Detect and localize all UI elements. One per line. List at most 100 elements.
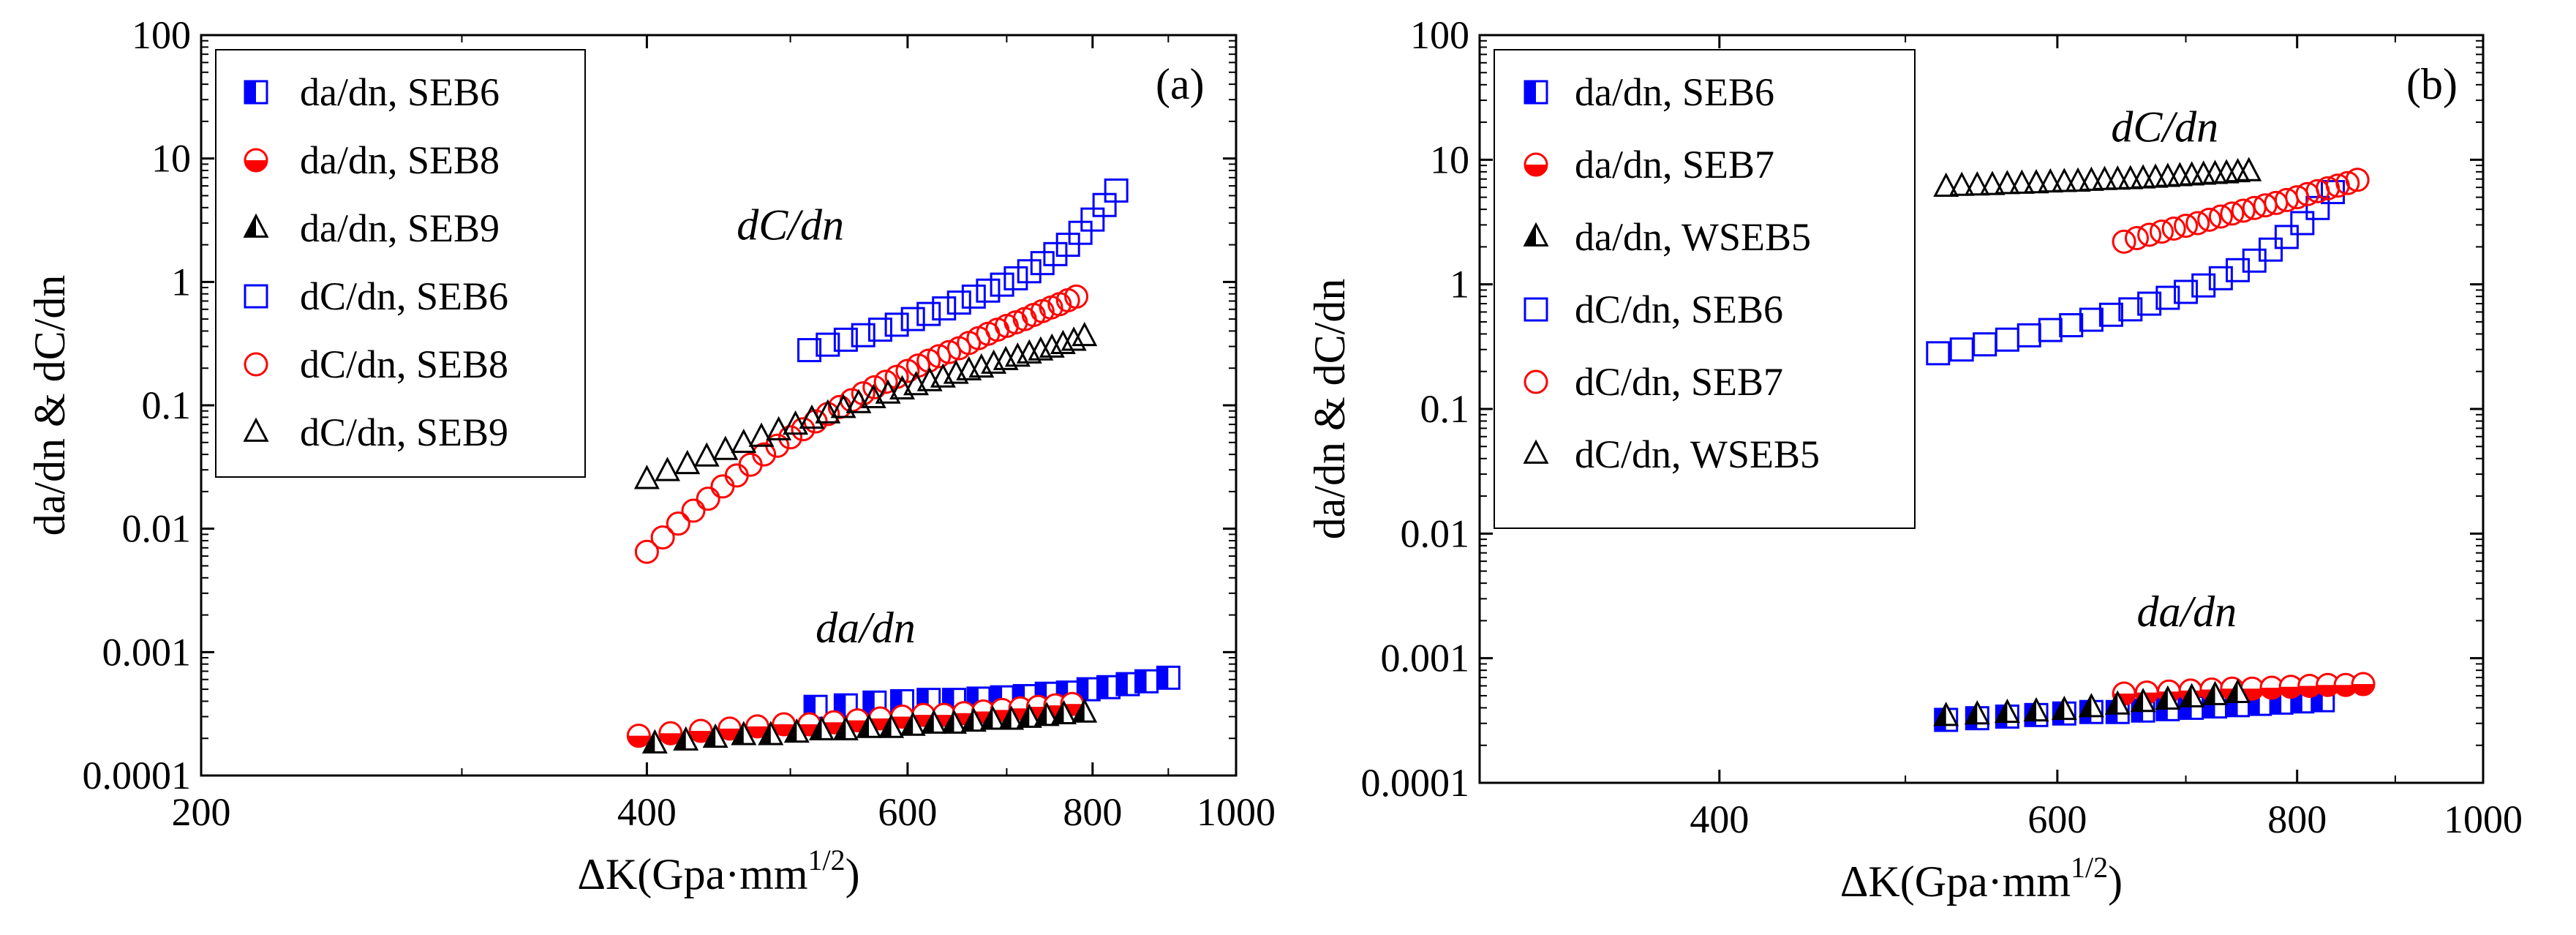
y-tick-label: 100 [1410, 13, 1469, 57]
x-axis-title: ΔK(Gpa·mm1/2) [577, 844, 859, 898]
marker-fill [1116, 673, 1128, 696]
data-point [1017, 259, 1042, 284]
data-point [990, 272, 1014, 297]
marker-fill [674, 728, 686, 750]
marker-fill [982, 707, 993, 729]
data-point [2155, 685, 2181, 710]
legend-label: da/dn, SEB6 [300, 70, 500, 114]
data-point [916, 301, 941, 326]
data-point [884, 312, 909, 337]
marker-fill [1077, 678, 1089, 701]
annotation-dc-dn: dC/dn [2111, 102, 2218, 151]
data-point [2104, 690, 2131, 715]
marker-fill [2080, 695, 2092, 716]
data-point [1994, 170, 2020, 195]
y-tick-label: 0.001 [1381, 637, 1470, 680]
data-point [2008, 169, 2035, 194]
data-point [2297, 673, 2322, 698]
y-tick-label: 0.01 [1401, 511, 1470, 555]
data-point [2161, 217, 2186, 241]
data-point [867, 318, 892, 342]
legend-label: dC/dn, SEB9 [300, 410, 508, 454]
x-axis: 400 600 800 1000 [1690, 35, 2523, 841]
data-point [2259, 237, 2283, 262]
data-point [1028, 336, 1054, 361]
data-point [846, 388, 872, 413]
data-point [1994, 698, 2020, 724]
series-dc-dn-wseb5 [1933, 157, 2262, 198]
marker-fill [880, 716, 892, 737]
marker-fill [943, 711, 954, 733]
data-point [745, 714, 769, 739]
legend-marker [1524, 152, 1548, 177]
y-tick-label: 100 [132, 13, 191, 57]
marker-fill [1097, 676, 1109, 699]
marker-fill [1525, 81, 1536, 103]
marker-fill [245, 215, 256, 237]
data-point [1964, 170, 1990, 196]
marker-fill [1052, 702, 1064, 724]
x-axis-title-close: ) [846, 850, 860, 898]
marker-fill [628, 735, 650, 747]
data-point [772, 712, 796, 737]
data-point [1061, 326, 1087, 351]
x-axis-title-close: ) [2108, 857, 2123, 906]
data-point [655, 457, 681, 481]
legend: da/dn, SEB6 da/dn, SEB8 da/dn, SEB9 dC/dn, … [215, 49, 586, 478]
x-tick-label: 400 [1690, 797, 1749, 841]
legend-label: dC/dn, WSEB5 [1575, 432, 1820, 476]
marker-fill [704, 726, 716, 747]
data-point [2038, 318, 2063, 342]
marker-fill [659, 733, 682, 745]
data-point [2051, 168, 2077, 192]
data-point [2208, 266, 2233, 290]
marker-fill [1966, 702, 1978, 724]
series-dc-dn-seb9 [633, 321, 1098, 489]
y-tick-label: 10 [151, 137, 191, 181]
legend-marker [244, 284, 268, 309]
legend-item: dC/dn, SEB6 [1524, 288, 1783, 331]
data-point [1104, 178, 1129, 203]
y-axis: 0.0001 0.001 0.01 0.1 1 10 100 [83, 13, 1236, 797]
data-point [2197, 207, 2222, 232]
data-point [946, 290, 971, 315]
data-point [2185, 211, 2210, 236]
y-axis: 0.0001 0.001 0.01 0.1 1 10 100 [1361, 13, 2483, 805]
data-point [799, 404, 825, 429]
data-point [2051, 695, 2077, 721]
annotation-da-dn: da/dn [2136, 587, 2237, 636]
data-point [1030, 251, 1055, 276]
data-point [1948, 171, 1975, 196]
series-dc-dn-seb6 [797, 178, 1129, 363]
marker-fill [1000, 707, 1012, 729]
legend-marker [1523, 222, 1549, 247]
data-point [2351, 672, 2376, 696]
data-point [1933, 702, 1959, 726]
chart-panel-a: 0.0001 0.001 0.01 0.1 1 10 100 200 400 600 800 1000… [26, 13, 1276, 898]
data-point [2155, 285, 2180, 310]
data-point [2321, 180, 2346, 205]
marker-fill [858, 716, 870, 737]
legend-item: da/dn, SEB8 [244, 138, 500, 182]
data-point [2179, 683, 2205, 707]
data-point [2236, 157, 2262, 181]
marker-fill [2352, 684, 2375, 696]
marker-fill [718, 728, 741, 740]
data-point [2316, 672, 2340, 697]
x-axis-title: ΔK(Gpa·mm1/2) [1840, 851, 2123, 906]
y-axis-title: da/dn & dC/dn [1306, 279, 1354, 540]
marker-fill [2316, 685, 2339, 696]
data-point [932, 296, 957, 321]
data-point [851, 323, 875, 348]
data-point [1926, 341, 1951, 366]
x-axis-title-sup: 1/2 [808, 844, 846, 876]
legend-box [215, 49, 586, 478]
legend-label: dC/dn, SEB6 [300, 274, 508, 318]
x-tick-label: 800 [2267, 797, 2327, 841]
data-point [693, 442, 720, 467]
marker-fill [245, 81, 256, 103]
x-tick-label: 600 [878, 790, 937, 834]
x-axis-title-sup: 1/2 [2071, 851, 2108, 884]
x-tick-label: 600 [2027, 797, 2087, 841]
marker-fill [1073, 700, 1085, 722]
